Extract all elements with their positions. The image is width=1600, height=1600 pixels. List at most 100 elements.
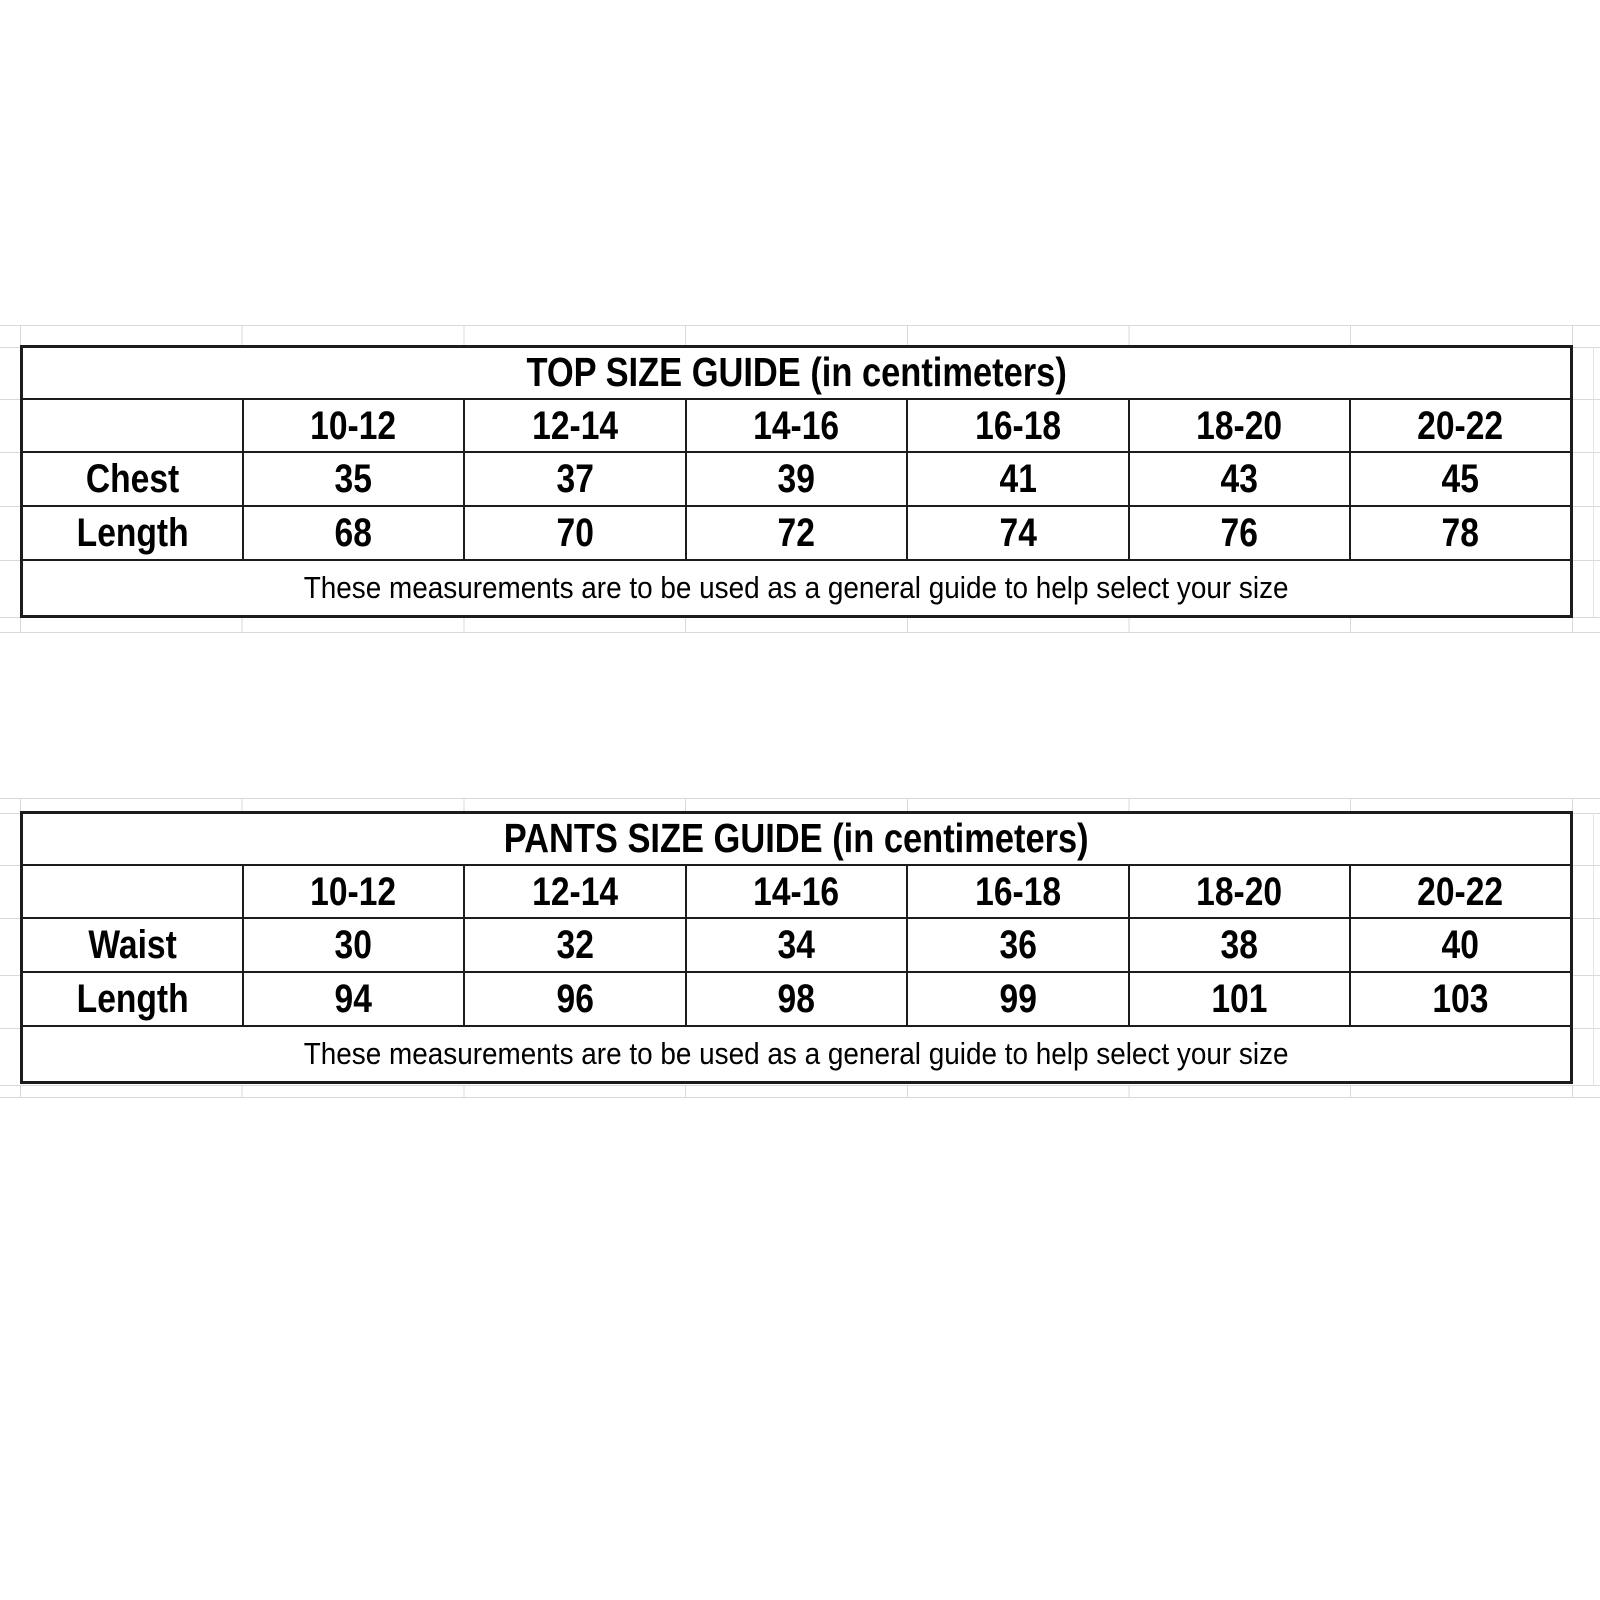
size-range: 16-18 — [974, 403, 1061, 448]
value-cell: 98 — [684, 971, 909, 1027]
value-cell: 94 — [241, 971, 466, 1027]
value-cell: 38 — [1127, 917, 1352, 973]
corner-cell — [20, 864, 244, 919]
size-header-cell: 18-20 — [1127, 864, 1352, 919]
size-range: 20-22 — [1417, 403, 1504, 448]
measurement-value: 37 — [556, 457, 594, 501]
measurement-value: 76 — [1220, 511, 1259, 555]
value-cell: 43 — [1127, 451, 1352, 507]
measurement-value: 32 — [556, 923, 594, 967]
size-header-cell: 14-16 — [684, 398, 909, 453]
size-range: 10-12 — [310, 403, 397, 448]
measurement-value: 103 — [1432, 977, 1489, 1021]
size-header-cell: 16-18 — [906, 398, 1130, 453]
size-range: 18-20 — [1196, 869, 1283, 914]
guide-note: These measurements are to be used as a g… — [304, 569, 1289, 605]
measurement-value: 36 — [999, 923, 1037, 967]
measurement-value: 74 — [999, 511, 1037, 555]
size-header-row: 10-12 12-14 14-16 16-18 18-20 20-22 — [20, 398, 1573, 453]
guide-note-cell: These measurements are to be used as a g… — [20, 1025, 1573, 1084]
value-cell: 30 — [241, 917, 466, 973]
measurement-value: 98 — [777, 977, 816, 1021]
value-cell: 101 — [1127, 971, 1352, 1027]
title-row: TOP SIZE GUIDE (in centimeters) — [20, 345, 1573, 400]
measurement-value: 68 — [334, 511, 373, 555]
table-title-cell: PANTS SIZE GUIDE (in centimeters) — [20, 811, 1573, 866]
measurement-value: 45 — [1441, 457, 1480, 501]
value-cell: 45 — [1349, 451, 1573, 507]
size-header-cell: 12-14 — [463, 864, 687, 919]
guide-note-cell: These measurements are to be used as a g… — [20, 559, 1573, 618]
gridline-h — [0, 1097, 1600, 1098]
gridline-v — [1593, 813, 1594, 1085]
size-range: 12-14 — [532, 403, 619, 448]
gridline-v — [1593, 347, 1594, 617]
measurement-value: 43 — [1220, 457, 1259, 501]
measurement-value: 41 — [999, 457, 1037, 501]
top-size-guide-table: TOP SIZE GUIDE (in centimeters) 10-12 12… — [20, 345, 1573, 618]
gridline-v-band — [20, 1085, 1596, 1097]
measurement-value: 70 — [556, 511, 594, 555]
note-row: These measurements are to be used as a g… — [20, 559, 1573, 618]
measurement-value: 72 — [777, 511, 816, 555]
measurement-label: Length — [76, 511, 189, 555]
value-cell: 74 — [906, 505, 1130, 561]
value-cell: 103 — [1349, 971, 1573, 1027]
measurement-value: 30 — [334, 923, 373, 967]
value-cell: 76 — [1127, 505, 1352, 561]
length-row: Length 68 70 72 74 76 78 — [20, 505, 1573, 561]
size-range: 16-18 — [974, 869, 1061, 914]
measurement-label-cell: Chest — [20, 451, 244, 507]
measurement-value: 34 — [777, 923, 816, 967]
guide-note: These measurements are to be used as a g… — [304, 1035, 1289, 1071]
size-header-cell: 20-22 — [1349, 398, 1573, 453]
value-cell: 99 — [906, 971, 1130, 1027]
value-cell: 40 — [1349, 917, 1573, 973]
measurement-value: 99 — [999, 977, 1037, 1021]
measurement-value: 94 — [334, 977, 373, 1021]
table-title: TOP SIZE GUIDE (in centimeters) — [526, 349, 1067, 396]
measurement-value: 35 — [334, 457, 373, 501]
size-range: 18-20 — [1196, 403, 1283, 448]
size-header-cell: 20-22 — [1349, 864, 1573, 919]
value-cell: 78 — [1349, 505, 1573, 561]
value-cell: 36 — [906, 917, 1130, 973]
measurement-label-cell: Length — [20, 971, 244, 1027]
measurement-value: 40 — [1441, 923, 1480, 967]
value-cell: 68 — [241, 505, 466, 561]
table-title-cell: TOP SIZE GUIDE (in centimeters) — [20, 345, 1573, 400]
measurement-label: Chest — [85, 457, 180, 501]
size-range: 14-16 — [753, 869, 840, 914]
size-header-cell: 14-16 — [684, 864, 909, 919]
measurement-value: 101 — [1211, 977, 1268, 1021]
pants-size-guide-table: PANTS SIZE GUIDE (in centimeters) 10-12 … — [20, 811, 1573, 1084]
value-cell: 32 — [463, 917, 687, 973]
size-header-cell: 12-14 — [463, 398, 687, 453]
value-cell: 41 — [906, 451, 1130, 507]
gridline-v-band — [20, 798, 1596, 813]
measurement-label-cell: Waist — [20, 917, 244, 973]
measurement-value: 96 — [556, 977, 594, 1021]
waist-row: Waist 30 32 34 36 38 40 — [20, 917, 1573, 973]
chest-row: Chest 35 37 39 41 43 45 — [20, 451, 1573, 507]
table-title: PANTS SIZE GUIDE (in centimeters) — [504, 815, 1089, 862]
note-row: These measurements are to be used as a g… — [20, 1025, 1573, 1084]
size-header-cell: 16-18 — [906, 864, 1130, 919]
corner-cell — [20, 398, 244, 453]
size-header-cell: 18-20 — [1127, 398, 1352, 453]
measurement-value: 38 — [1220, 923, 1259, 967]
measurement-label: Length — [76, 977, 189, 1021]
value-cell: 96 — [463, 971, 687, 1027]
size-header-cell: 10-12 — [241, 398, 466, 453]
measurement-value: 39 — [777, 457, 816, 501]
measurement-value: 78 — [1441, 511, 1480, 555]
measurement-label: Waist — [88, 923, 177, 967]
value-cell: 37 — [463, 451, 687, 507]
size-range: 14-16 — [753, 403, 840, 448]
size-range: 20-22 — [1417, 869, 1504, 914]
size-header-cell: 10-12 — [241, 864, 466, 919]
measurement-label-cell: Length — [20, 505, 244, 561]
size-range: 10-12 — [310, 869, 397, 914]
value-cell: 39 — [684, 451, 909, 507]
